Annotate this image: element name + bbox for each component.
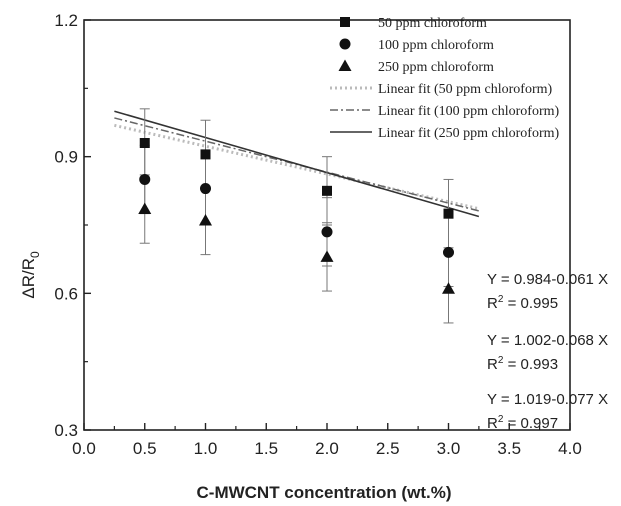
y-axis-title-sub: 0 <box>28 251 42 258</box>
data-point-circle <box>200 183 211 195</box>
r-squared-value: = 0.995 <box>503 295 558 312</box>
r-squared-value: = 0.997 <box>503 415 558 432</box>
x-tick-label: 1.0 <box>194 439 218 458</box>
data-point-triangle <box>442 282 455 294</box>
r-squared-value: = 0.993 <box>503 356 558 373</box>
x-tick-label: 2.5 <box>376 439 400 458</box>
r-squared-prefix: R <box>487 295 498 312</box>
y-axis-title: ΔR/R0 <box>19 251 42 299</box>
legend-label: 100 ppm chloroform <box>378 38 494 53</box>
x-tick-label: 4.0 <box>558 439 582 458</box>
r-squared-prefix: R <box>487 356 498 373</box>
legend: 50 ppm chloroform 100 ppm chloroform 250 p… <box>330 16 560 141</box>
fit-line <box>114 123 480 211</box>
r-squared-sup: 2 <box>498 294 504 305</box>
x-tick-label: 3.5 <box>497 439 521 458</box>
data-point-triangle <box>138 202 152 215</box>
x-tick-label: 3.0 <box>437 439 461 458</box>
fit-r-squared: R2 = 0.995 <box>487 294 558 312</box>
x-tick-label: 2.0 <box>315 439 339 458</box>
data-points <box>138 138 455 294</box>
legend-label: 50 ppm chloroform <box>378 16 487 31</box>
legend-marker-square <box>340 17 350 27</box>
x-tick-label: 0.0 <box>72 439 96 458</box>
fit-lines <box>114 110 480 218</box>
y-axis-ticks: 0.3 0.6 0.9 1.2 <box>54 11 91 440</box>
x-axis-ticks: 0.0 0.5 1.0 1.5 2.0 2.5 3.0 3.5 4.0 <box>72 423 582 458</box>
fit-r-squared: R2 = 0.997 <box>487 414 558 432</box>
x-tick-label: 0.5 <box>133 439 157 458</box>
y-tick-label: 1.2 <box>54 11 78 30</box>
legend-marker-circle <box>339 38 351 50</box>
data-point-triangle <box>199 213 212 226</box>
y-axis-title-main: ΔR/R <box>19 258 38 299</box>
fit-equation: Y = 0.984-0.061 X <box>487 271 608 288</box>
x-tick-label: 1.5 <box>254 439 278 458</box>
y-tick-label: 0.3 <box>54 421 78 440</box>
data-point-circle <box>443 246 454 258</box>
y-tick-label: 0.6 <box>54 284 78 303</box>
legend-label: Linear fit (50 ppm chloroform) <box>378 82 553 97</box>
data-point-square <box>322 185 332 196</box>
legend-label: Linear fit (250 ppm chloroform) <box>378 126 560 141</box>
fit-line <box>114 110 480 218</box>
legend-label: 250 ppm chloroform <box>378 60 494 75</box>
x-axis-title: C-MWCNT concentration (wt.%) <box>197 483 452 502</box>
fit-equation: Y = 1.019-0.077 X <box>487 391 608 408</box>
fit-r-squared: R2 = 0.993 <box>487 355 558 373</box>
data-point-square <box>139 138 150 148</box>
legend-marker-triangle <box>338 59 352 71</box>
data-point-square <box>443 208 454 219</box>
r-squared-prefix: R <box>487 415 498 432</box>
r-squared-sup: 2 <box>498 355 504 366</box>
data-point-circle <box>321 226 333 238</box>
r-squared-sup: 2 <box>498 414 504 425</box>
legend-label: Linear fit (100 ppm chloroform) <box>378 104 560 119</box>
data-point-circle <box>139 173 151 185</box>
data-point-triangle <box>320 250 334 262</box>
y-tick-label: 0.9 <box>54 148 78 167</box>
fit-equation: Y = 1.002-0.068 X <box>487 332 608 349</box>
data-point-square <box>200 149 211 160</box>
